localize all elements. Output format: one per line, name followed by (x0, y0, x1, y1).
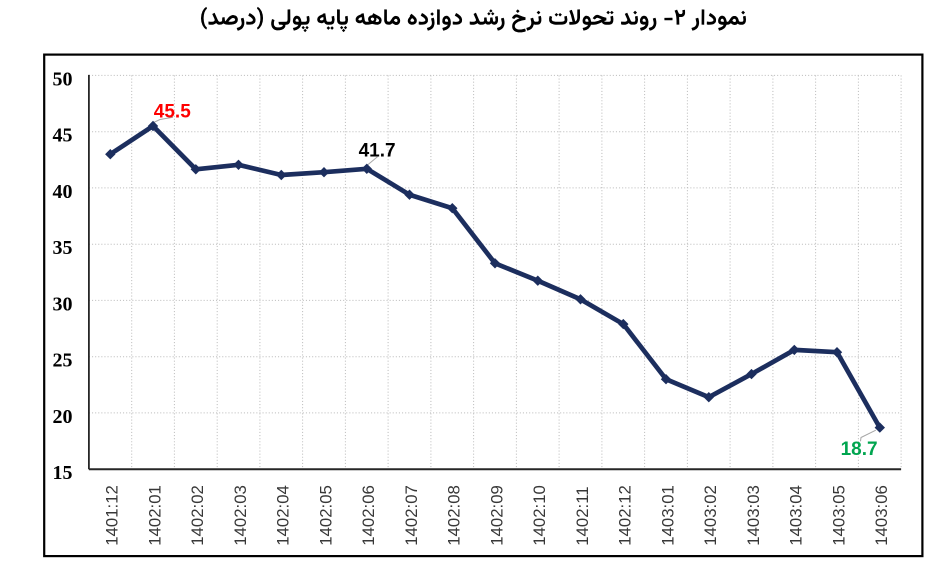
svg-text:1403:01: 1403:01 (658, 485, 677, 546)
svg-text:1402:02: 1402:02 (188, 485, 207, 546)
svg-text:40: 40 (53, 181, 73, 203)
svg-text:30: 30 (53, 293, 73, 315)
svg-text:1402:10: 1402:10 (530, 485, 549, 546)
svg-text:1402:04: 1402:04 (274, 485, 293, 546)
svg-text:25: 25 (53, 350, 73, 372)
svg-text:1402:11: 1402:11 (573, 486, 592, 545)
svg-text:45.5: 45.5 (154, 101, 191, 122)
svg-text:1403:03: 1403:03 (744, 485, 763, 546)
svg-text:35: 35 (53, 237, 73, 259)
svg-text:50: 50 (53, 68, 73, 90)
svg-text:1403:06: 1403:06 (872, 485, 891, 546)
svg-text:18.7: 18.7 (841, 439, 878, 460)
svg-text:1403:05: 1403:05 (829, 485, 848, 546)
svg-text:1403:02: 1403:02 (701, 485, 720, 546)
svg-text:15: 15 (53, 462, 73, 484)
svg-text:45: 45 (53, 125, 73, 147)
svg-text:1402:12: 1402:12 (616, 485, 635, 546)
svg-text:1402:07: 1402:07 (402, 485, 421, 546)
svg-text:1402:09: 1402:09 (487, 485, 506, 546)
svg-text:1402:01: 1402:01 (145, 485, 164, 546)
svg-text:1403:04: 1403:04 (787, 485, 806, 546)
svg-text:1402:06: 1402:06 (359, 485, 378, 546)
svg-text:41.7: 41.7 (359, 140, 396, 161)
svg-text:1402:05: 1402:05 (316, 485, 335, 546)
svg-text:1401:12: 1401:12 (103, 485, 122, 546)
svg-text:1402:03: 1402:03 (231, 485, 250, 546)
svg-text:20: 20 (53, 406, 73, 428)
svg-text:1402:08: 1402:08 (445, 485, 464, 546)
